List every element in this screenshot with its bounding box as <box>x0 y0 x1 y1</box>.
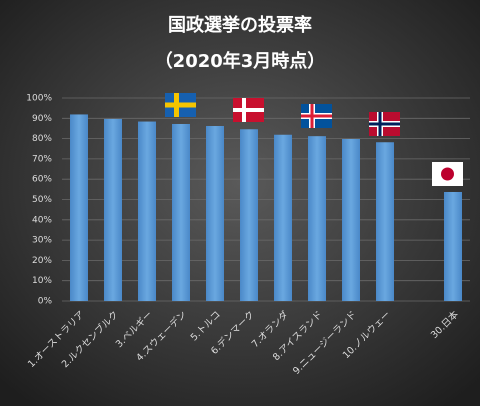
y-tick-label: 70% <box>32 154 52 164</box>
flag-denmark <box>233 98 264 122</box>
flag-japan <box>432 162 463 186</box>
flag-sweden <box>165 93 196 117</box>
y-tick-label: 100% <box>26 94 52 104</box>
y-tick-label: 10% <box>32 276 52 286</box>
bar <box>240 129 258 301</box>
y-tick-label: 60% <box>32 175 52 185</box>
y-tick-label: 20% <box>32 256 52 266</box>
y-tick-label: 50% <box>32 195 52 205</box>
bar <box>172 123 190 301</box>
bar <box>342 139 360 301</box>
flags <box>165 93 463 186</box>
bar <box>70 114 88 302</box>
bar <box>444 191 462 301</box>
y-tick-label: 30% <box>32 236 52 246</box>
y-tick-label: 40% <box>32 215 52 225</box>
y-tick-label: 80% <box>32 134 52 144</box>
bar <box>138 121 156 301</box>
bar <box>104 118 122 301</box>
flag-iceland <box>301 104 332 128</box>
chart-title: 国政選挙の投票率 <box>168 14 312 36</box>
y-tick-label: 0% <box>38 297 53 307</box>
bar <box>274 134 292 301</box>
bar <box>308 136 326 301</box>
flag-norway <box>369 112 400 136</box>
bar <box>206 126 224 301</box>
bar <box>376 142 394 301</box>
y-tick-label: 90% <box>32 114 52 124</box>
chart-subtitle: （2020年3月時点） <box>155 50 326 72</box>
